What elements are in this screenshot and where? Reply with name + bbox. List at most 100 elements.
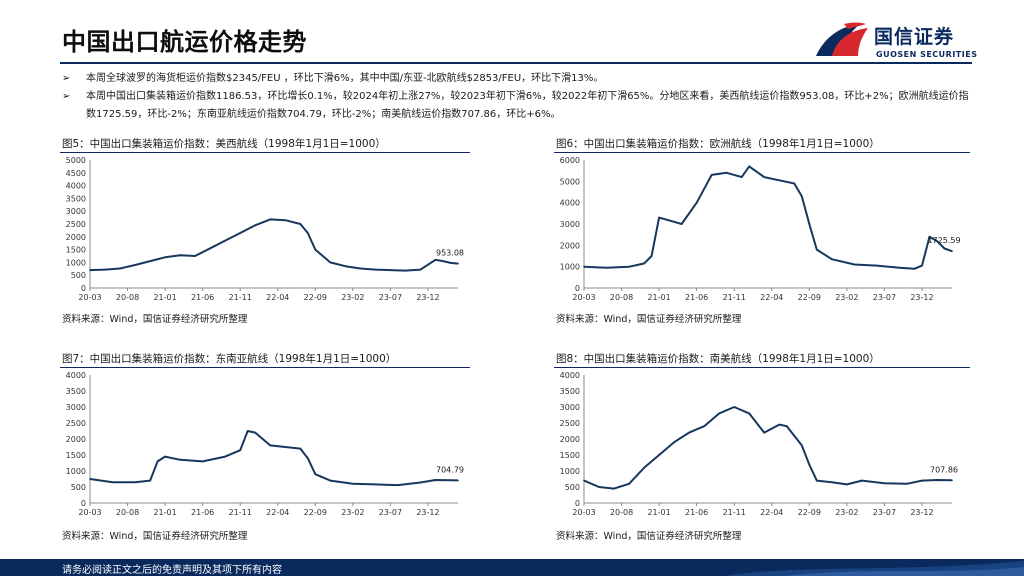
arrow-bullet-icon: ➢ [62,73,71,84]
data-point [149,260,151,262]
data-point [936,240,938,242]
data-point [853,263,856,266]
figure-divider [60,152,470,153]
data-point [164,256,166,259]
data-point [613,487,615,490]
data-point [344,265,347,268]
data-point [748,412,751,415]
data-point [329,261,332,264]
data-point [703,425,705,427]
y-tick-label: 5000 [66,156,86,165]
last-value-label: 707.86 [930,465,958,474]
last-value-label: 1725.59 [927,236,960,245]
data-point [269,218,272,221]
data-point [800,195,803,198]
line-chart-svg: 0 1000 2000 3000 4000 5000 6000 20-03 20-08 21-01… [560,156,961,302]
y-tick-label: 2000 [560,435,580,444]
data-point [725,172,728,174]
logo-name-cn: 国信证券 [874,26,955,48]
data-point [665,218,668,221]
data-point [898,266,901,269]
data-point [119,267,121,270]
data-point [643,467,645,469]
y-tick-label: 0 [81,499,86,508]
figure-source: 资料来源：Wind，国信证券经济研究所整理 [62,314,248,325]
figure-divider [554,152,970,153]
x-tick-label: 23-12 [910,508,933,517]
data-point [134,264,136,266]
data-point [434,259,437,261]
data-point [156,460,159,463]
data-point [816,248,818,251]
y-tick-label: 4000 [66,371,86,380]
y-tick-label: 500 [565,483,580,492]
x-tick-label: 21-11 [723,508,746,517]
y-tick-label: 0 [575,499,580,508]
data-point [718,412,720,415]
data-point [710,174,713,176]
summary-bullets: ➢ 本周全球波罗的海货柜运价指数$2345/FEU ，环比下滑6%，其中中国/东… [60,70,975,124]
data-point [643,262,645,265]
data-point [748,165,751,168]
data-point [928,236,931,238]
data-point [201,460,204,463]
data-point [583,265,585,268]
x-tick-label: 21-06 [191,508,214,517]
data-point [239,232,242,234]
y-tick-label: 6000 [560,156,580,165]
x-tick-label: 23-02 [835,293,858,302]
data-point [359,267,362,270]
data-point [104,268,106,271]
y-tick-label: 3000 [66,403,86,412]
data-point [419,268,422,271]
y-tick-label: 5000 [560,177,580,186]
x-tick-label: 21-11 [723,293,746,302]
line-chart-svg: 0 500 1000 1500 2000 2500 3000 3500 4000 4500 5000… [66,156,464,302]
series-line [583,406,953,490]
data-point [740,176,743,178]
data-point [658,216,660,219]
x-tick-label: 23-02 [341,293,364,302]
data-point [583,479,585,482]
logo-name-en: GUOSEN SECURITIES [876,50,978,59]
x-tick-label: 22-09 [798,293,821,302]
data-point [831,258,833,260]
data-point [800,444,803,447]
brand-logo: 国信证券 GUOSEN SECURITIES [814,18,984,62]
y-tick-label: 2000 [66,435,86,444]
x-tick-label: 20-03 [572,293,595,302]
data-point [793,182,796,185]
data-point [598,486,600,488]
line-chart-svg: 0 500 1000 1500 2000 2500 3000 3500 4000 20-03 20-… [560,371,958,517]
figure-divider [554,367,970,368]
data-point [733,406,736,408]
data-point [224,239,226,242]
line-chart-svg: 0 500 1000 1500 2000 2500 3000 3500 4000 20-03 20-… [66,371,464,517]
y-tick-label: 500 [71,271,86,280]
data-point [628,483,630,485]
y-tick-label: 3500 [66,387,86,396]
data-point [605,266,608,269]
x-tick-label: 23-02 [341,508,364,517]
bullet-item: ➢ 本周全球波罗的海货柜运价指数$2345/FEU ，环比下滑6%，其中中国/东… [60,70,975,88]
data-point [329,479,332,482]
figure-title: 图7：中国出口集装箱运价指数：东南亚航线（1998年1月1日=1000） [62,353,397,365]
data-point [943,247,946,250]
x-tick-label: 23-07 [379,293,402,302]
data-point [111,481,114,483]
data-point [457,262,459,265]
y-tick-label: 1500 [66,451,86,460]
data-point [89,478,91,480]
data-point [951,250,953,252]
data-point [179,459,181,461]
figure-title: 图6：中国出口集装箱运价指数：欧洲航线（1998年1月1日=1000） [556,138,880,150]
data-point [224,455,226,458]
data-point [404,269,407,272]
title-divider [60,62,972,64]
data-point [397,484,399,486]
data-point [457,479,459,482]
x-tick-label: 21-01 [153,508,176,517]
last-value-label: 704.79 [436,465,464,474]
x-tick-label: 20-03 [572,508,595,517]
data-point [846,483,848,486]
